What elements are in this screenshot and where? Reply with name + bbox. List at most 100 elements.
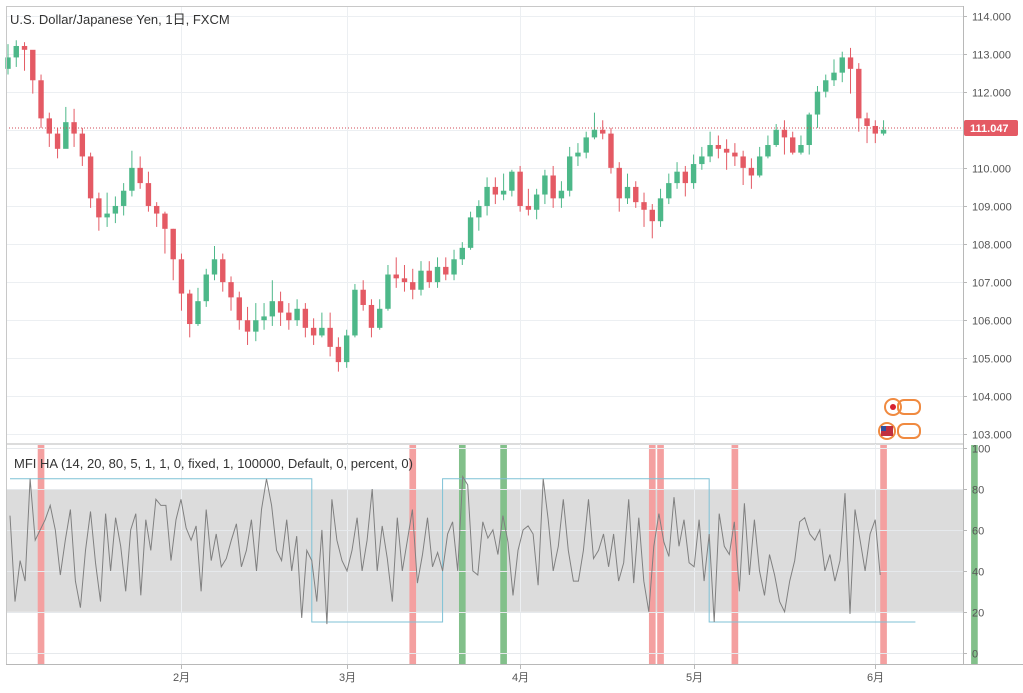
candle: [5, 44, 11, 75]
candle: [666, 173, 672, 205]
candle: [690, 154, 697, 189]
candle-body: [120, 190, 127, 206]
candle-body: [195, 301, 201, 325]
candle-body: [319, 327, 325, 336]
candle: [368, 299, 375, 338]
candle: [286, 303, 292, 330]
candle-body: [145, 183, 152, 206]
candle-body: [682, 171, 689, 184]
candle: [790, 131, 796, 155]
candle: [319, 312, 325, 338]
mfi-tick-label: 60: [972, 526, 984, 538]
candle-body: [823, 80, 829, 92]
candle-body: [21, 45, 28, 50]
candle: [492, 177, 499, 205]
candle-body: [71, 122, 77, 134]
candle-body: [649, 209, 655, 222]
candle-body: [550, 175, 556, 199]
candle: [740, 150, 746, 186]
candle: [302, 303, 309, 338]
candle-body: [137, 167, 143, 184]
mfi-chart-title: MFI HA (14, 20, 80, 5, 1, 1, 0, fixed, 1…: [14, 456, 413, 471]
candle-body: [880, 129, 887, 134]
candle-body: [814, 91, 821, 115]
candle: [575, 143, 581, 166]
candle: [310, 318, 317, 345]
candle: [880, 120, 887, 136]
mfi-green-signal-bar: [971, 445, 978, 664]
candle-body: [434, 266, 441, 283]
candle: [558, 181, 565, 208]
candle-body: [517, 171, 523, 206]
time-tick-label: 6月: [867, 672, 884, 684]
candle: [137, 156, 143, 189]
candle-body: [806, 114, 812, 146]
candle: [806, 112, 812, 155]
candle-body: [63, 122, 69, 149]
candle-body: [575, 152, 581, 157]
candle-body: [674, 171, 680, 184]
candle-body: [187, 293, 193, 325]
candle-body: [707, 145, 713, 157]
candle-body: [244, 320, 251, 332]
candle: [732, 143, 738, 166]
candle: [228, 276, 234, 311]
candle-body: [476, 205, 482, 218]
candle-body: [87, 156, 94, 199]
candle: [335, 337, 342, 372]
mfi-red-signal-bar: [657, 445, 664, 664]
candle-body: [38, 80, 44, 119]
candle: [253, 303, 259, 342]
price-tick-label: 108.000: [972, 240, 1012, 252]
candle-body: [302, 308, 309, 328]
mfi-grid: [6, 444, 963, 665]
candle: [649, 204, 655, 239]
candle-body: [360, 289, 366, 305]
candle: [641, 192, 647, 227]
price-tick-label: 113.000: [972, 50, 1011, 62]
candle-body: [765, 145, 771, 157]
mfi-red-signal-bar: [648, 445, 656, 664]
candle-body: [286, 312, 292, 321]
price-tick-label: 106.000: [972, 316, 1012, 328]
candle-body: [624, 186, 631, 199]
candle-body: [831, 72, 837, 81]
candle: [178, 253, 185, 311]
price-tick-label: 110.000: [972, 164, 1011, 176]
candle: [467, 211, 474, 250]
candle: [814, 85, 821, 128]
candle: [195, 287, 201, 326]
candle-body: [641, 202, 647, 210]
candle: [153, 202, 160, 227]
price-tick-label: 107.000: [972, 278, 1012, 290]
candle-body: [426, 270, 432, 283]
candle: [748, 158, 755, 189]
candle-body: [723, 148, 730, 153]
candle: [616, 162, 622, 212]
candle-body: [484, 186, 490, 206]
candle: [129, 150, 135, 197]
candle-body: [30, 49, 36, 81]
mfi-tick-label: 0: [972, 649, 978, 661]
mfi-signal-bars: [37, 445, 978, 664]
candle: [566, 146, 573, 197]
price-chart-title: U.S. Dollar/Japanese Yen, 1日, FXCM: [10, 12, 230, 27]
time-tick-label: 4月: [512, 672, 529, 684]
candle-body: [566, 156, 573, 191]
price-tick-label: 103.000: [972, 430, 1012, 442]
candle: [831, 59, 837, 86]
mfi-tick-label: 100: [972, 444, 990, 456]
candle: [294, 299, 300, 326]
candle-body: [228, 282, 234, 298]
flag-icon: [878, 398, 921, 440]
candle: [781, 120, 788, 155]
candle: [30, 49, 36, 94]
candle-body: [170, 228, 176, 260]
candle: [236, 291, 242, 330]
mfi-green-signal-bar: [500, 445, 507, 664]
price-candles: [5, 40, 887, 372]
last-price-tag: 111.047: [964, 119, 1018, 136]
candle-body: [756, 156, 763, 176]
